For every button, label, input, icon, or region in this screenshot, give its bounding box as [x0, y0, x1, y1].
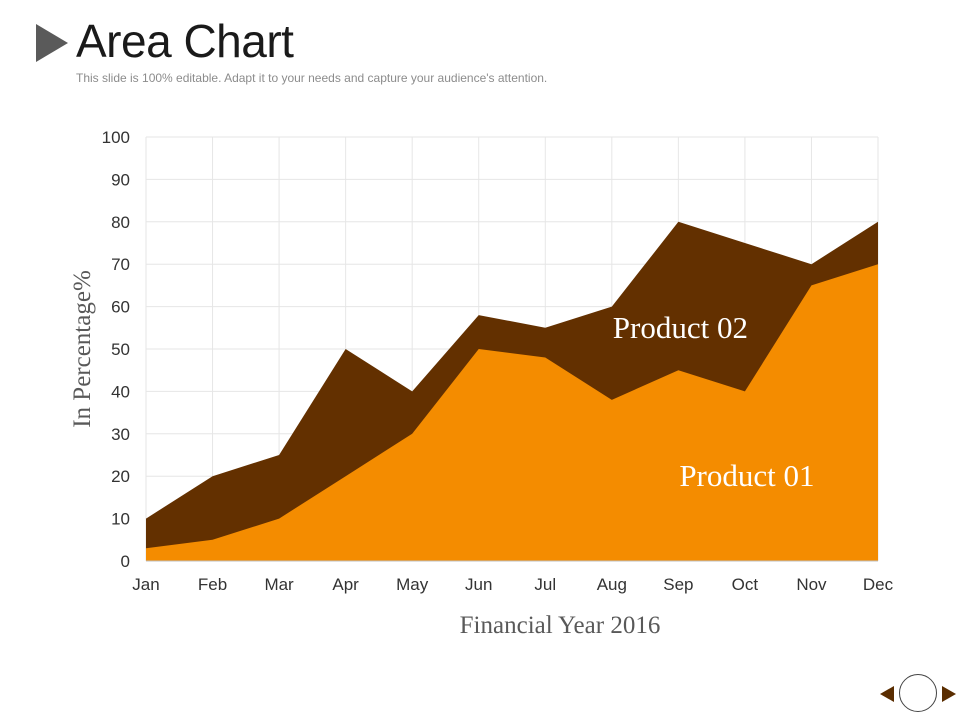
area-series-product-01 — [146, 264, 878, 561]
slide-subtitle: This slide is 100% editable. Adapt it to… — [76, 71, 548, 85]
y-tick-label: 80 — [111, 213, 130, 232]
x-axis-title: Financial Year 2016 — [460, 612, 661, 639]
home-circle-icon[interactable] — [899, 674, 937, 712]
x-tick-label: Apr — [332, 575, 359, 594]
series-label-product-01: Product 01 — [679, 458, 814, 493]
x-tick-label: Sep — [663, 575, 693, 594]
y-tick-label: 60 — [111, 298, 130, 317]
y-tick-label: 70 — [111, 255, 130, 274]
y-tick-label: 10 — [111, 510, 130, 529]
x-tick-label: Mar — [264, 575, 294, 594]
series-label-product-02: Product 02 — [613, 310, 748, 345]
y-tick-label: 50 — [111, 340, 130, 359]
y-axis-title: In Percentage% — [69, 270, 96, 428]
x-tick-label: Dec — [863, 575, 894, 594]
x-tick-label: Aug — [597, 575, 627, 594]
y-tick-label: 30 — [111, 425, 130, 444]
next-slide-icon[interactable] — [942, 686, 956, 702]
x-tick-label: Nov — [796, 575, 827, 594]
x-tick-label: Jun — [465, 575, 492, 594]
x-tick-label: Jan — [132, 575, 159, 594]
y-tick-label: 90 — [111, 170, 130, 189]
y-tick-label: 20 — [111, 467, 130, 486]
y-tick-label: 100 — [102, 128, 130, 147]
y-tick-label: 0 — [121, 552, 130, 571]
x-tick-label: May — [396, 575, 429, 594]
x-tick-label: Feb — [198, 575, 227, 594]
y-tick-label: 40 — [111, 382, 130, 401]
x-tick-label: Jul — [534, 575, 556, 594]
previous-slide-icon[interactable] — [880, 686, 894, 702]
title-arrow-icon — [36, 24, 68, 62]
x-tick-label: Oct — [732, 575, 759, 594]
slide-title: Area Chart — [76, 15, 294, 67]
